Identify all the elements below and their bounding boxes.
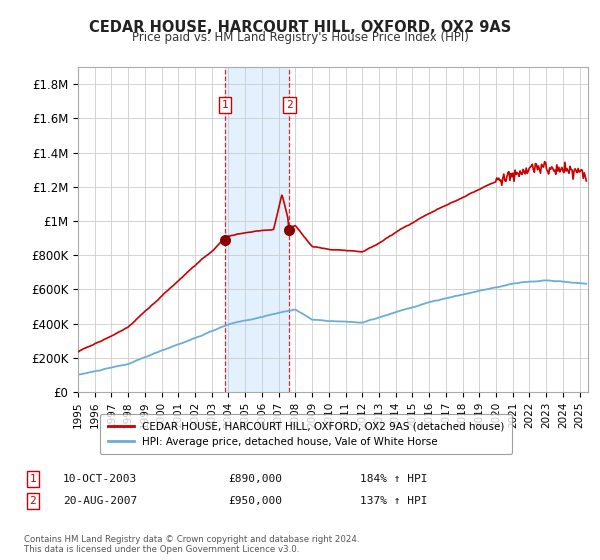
Text: 2: 2	[29, 496, 37, 506]
Legend: CEDAR HOUSE, HARCOURT HILL, OXFORD, OX2 9AS (detached house), HPI: Average price: CEDAR HOUSE, HARCOURT HILL, OXFORD, OX2 …	[100, 414, 512, 454]
Text: 2: 2	[286, 100, 293, 110]
Text: 137% ↑ HPI: 137% ↑ HPI	[360, 496, 427, 506]
Bar	[225, 67, 289, 392]
Text: £950,000: £950,000	[228, 496, 282, 506]
Text: Price paid vs. HM Land Registry's House Price Index (HPI): Price paid vs. HM Land Registry's House …	[131, 31, 469, 44]
Text: CEDAR HOUSE, HARCOURT HILL, OXFORD, OX2 9AS: CEDAR HOUSE, HARCOURT HILL, OXFORD, OX2 …	[89, 20, 511, 35]
Text: 1: 1	[221, 100, 228, 110]
Text: 10-OCT-2003: 10-OCT-2003	[63, 474, 137, 484]
Text: 20-AUG-2007: 20-AUG-2007	[63, 496, 137, 506]
Text: Contains HM Land Registry data © Crown copyright and database right 2024.
This d: Contains HM Land Registry data © Crown c…	[24, 535, 359, 554]
Text: £890,000: £890,000	[228, 474, 282, 484]
Text: 1: 1	[29, 474, 37, 484]
Text: 184% ↑ HPI: 184% ↑ HPI	[360, 474, 427, 484]
